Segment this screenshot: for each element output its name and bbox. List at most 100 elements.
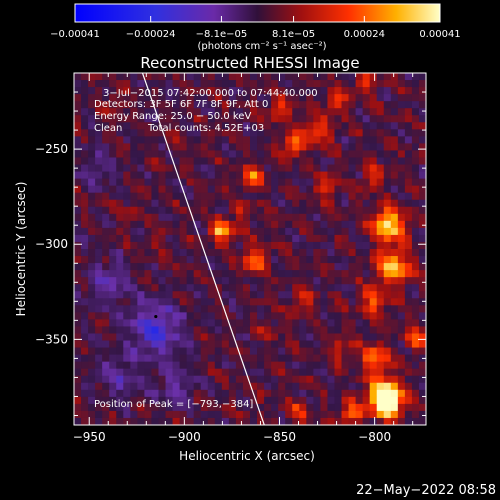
heatmap-pixel — [306, 368, 314, 377]
heatmap-pixel — [341, 108, 349, 116]
heatmap-pixel — [285, 340, 293, 348]
heatmap-pixel — [299, 101, 307, 109]
heatmap-pixel — [397, 417, 406, 425]
heatmap-pixel — [214, 199, 223, 208]
heatmap-pixel — [221, 298, 230, 306]
heatmap-pixel — [362, 326, 371, 334]
heatmap-pixel — [235, 361, 244, 370]
heatmap-pixel — [151, 192, 159, 201]
heatmap-pixel — [397, 347, 406, 355]
heatmap-pixel — [411, 326, 420, 334]
heatmap-pixel — [172, 403, 180, 412]
heatmap-pixel — [341, 157, 349, 165]
heatmap-pixel — [348, 312, 356, 320]
heatmap-pixel — [179, 241, 188, 250]
heatmap-pixel — [362, 227, 371, 236]
heatmap-pixel — [341, 80, 349, 88]
heatmap-pixel — [207, 171, 216, 179]
heatmap-pixel — [264, 347, 272, 355]
heatmap-pixel — [376, 185, 385, 194]
heatmap-pixel — [200, 185, 209, 194]
heatmap-pixel — [334, 157, 342, 165]
heatmap-pixel — [292, 241, 300, 250]
heatmap-pixel — [369, 234, 378, 243]
heatmap-pixel — [95, 150, 103, 158]
heatmap-pixel — [320, 73, 328, 81]
heatmap-pixel — [418, 256, 426, 264]
heatmap-pixel — [306, 164, 314, 172]
heatmap-pixel — [355, 80, 364, 88]
heatmap-pixel — [299, 284, 307, 292]
heatmap-pixel — [383, 136, 392, 144]
heatmap-pixel — [109, 305, 117, 313]
heatmap-pixel — [285, 291, 293, 299]
heatmap-pixel — [320, 284, 328, 292]
heatmap-pixel — [88, 340, 96, 348]
heatmap-pixel — [278, 115, 286, 123]
heatmap-pixel — [165, 241, 173, 250]
heatmap-pixel — [172, 361, 180, 370]
heatmap-pixel — [306, 291, 314, 299]
heatmap-pixel — [235, 403, 244, 412]
heatmap-pixel — [144, 94, 152, 102]
heatmap-pixel — [313, 396, 321, 405]
solar-limb-line — [141, 73, 265, 425]
heatmap-pixel — [151, 403, 159, 412]
heatmap-pixel — [257, 375, 265, 384]
heatmap-pixel — [355, 122, 364, 130]
heatmap-pixel — [369, 227, 378, 236]
heatmap-pixel — [221, 122, 230, 130]
heatmap-pixel — [242, 291, 251, 299]
heatmap-pixel — [242, 263, 251, 271]
heatmap-pixel — [383, 87, 392, 95]
heatmap-pixel — [418, 333, 426, 341]
heatmap-pixel — [348, 241, 356, 250]
heatmap-pixel — [214, 234, 223, 243]
heatmap-pixel — [285, 87, 293, 95]
heatmap-pixel — [306, 382, 314, 391]
heatmap-pixel — [348, 164, 356, 172]
heatmap-pixel — [320, 192, 328, 201]
heatmap-pixel — [397, 361, 406, 370]
heatmap-pixel — [221, 73, 230, 81]
heatmap-pixel — [411, 122, 420, 130]
heatmap-pixel — [292, 213, 300, 222]
heatmap-pixel — [264, 396, 272, 405]
heatmap-pixel — [334, 368, 342, 377]
heatmap-pixel — [362, 115, 371, 123]
heatmap-pixel — [88, 410, 96, 419]
heatmap-pixel — [404, 178, 413, 187]
heatmap-pixel — [390, 234, 399, 243]
heatmap-pixel — [411, 298, 420, 306]
heatmap-pixel — [116, 80, 124, 88]
heatmap-pixel — [102, 108, 110, 116]
heatmap-pixel — [341, 234, 349, 243]
heatmap-pixel — [404, 80, 413, 88]
heatmap-pixel — [348, 403, 356, 412]
heatmap-pixel — [81, 263, 89, 271]
annotations: 3−Jul−2015 07:42:00.000 to 07:44:40.000 … — [94, 88, 318, 410]
heatmap-pixel — [334, 143, 342, 151]
heatmap-pixel — [137, 284, 145, 292]
heatmap-pixel — [137, 171, 145, 179]
heatmap-pixel — [235, 305, 244, 313]
heatmap-pixel — [74, 417, 82, 425]
heatmap-pixel — [306, 375, 314, 384]
heatmap-pixel — [235, 73, 244, 81]
heatmap-pixel — [285, 375, 293, 384]
heatmap-pixel — [271, 122, 279, 130]
colorbar — [74, 3, 441, 23]
heatmap-pixel — [264, 361, 272, 370]
heatmap-pixel — [376, 368, 385, 377]
heatmap-pixel — [397, 150, 406, 158]
heatmap-pixel — [278, 333, 286, 341]
heatmap-pixel — [327, 361, 335, 370]
heatmap-pixel — [376, 143, 385, 151]
heatmap-pixel — [179, 347, 188, 355]
heatmap-pixel — [348, 340, 356, 348]
heatmap-pixel — [74, 389, 82, 398]
heatmap-pixel — [327, 136, 335, 144]
heatmap-pixel — [186, 291, 195, 299]
heatmap-pixel — [313, 234, 321, 243]
heatmap-pixel — [137, 164, 145, 172]
